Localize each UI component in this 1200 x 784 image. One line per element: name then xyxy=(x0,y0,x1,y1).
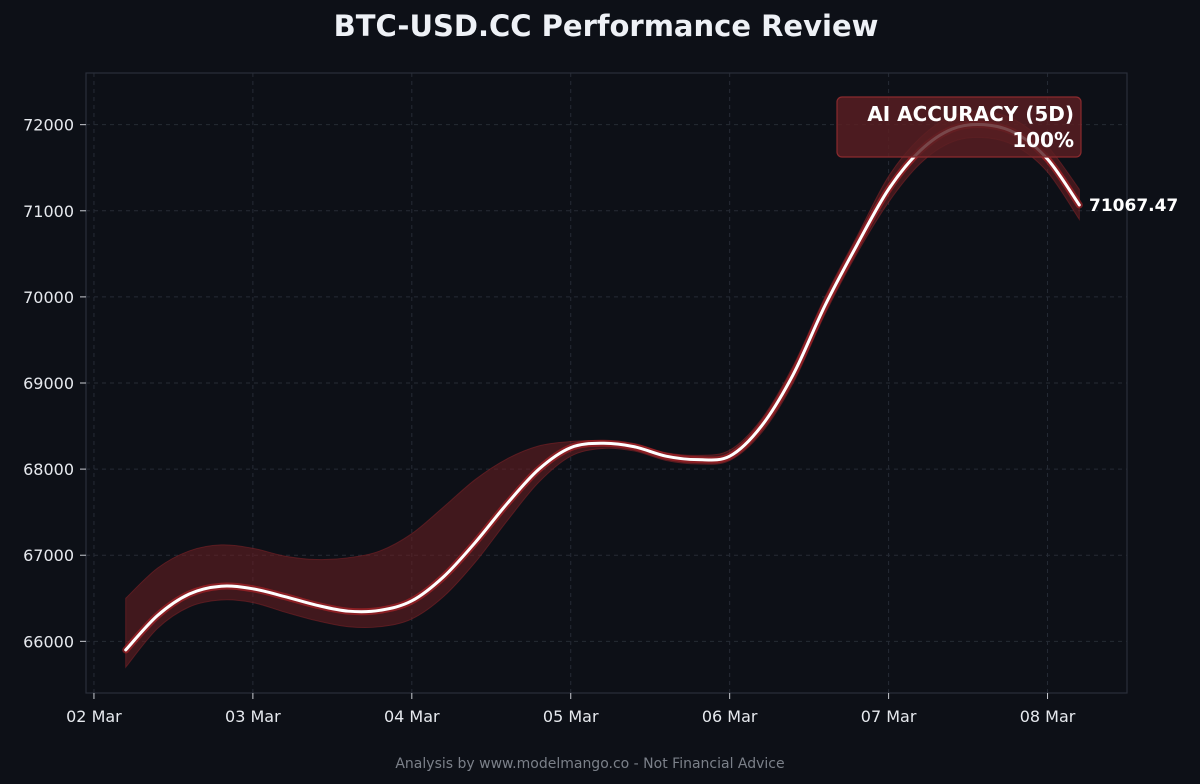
y-tick-label: 70000 xyxy=(23,288,74,307)
last-price-label: 71067.47 xyxy=(1089,196,1178,216)
y-tick-label: 68000 xyxy=(23,460,74,479)
price-point xyxy=(729,455,731,457)
price-point xyxy=(220,585,222,587)
x-tick-label: 05 Mar xyxy=(543,707,599,726)
price-point xyxy=(475,542,477,544)
price-point xyxy=(316,604,318,606)
price-point xyxy=(888,188,890,190)
price-point xyxy=(252,588,254,590)
chart-title: BTC-USD.CC Performance Review xyxy=(334,9,879,43)
series-layer xyxy=(122,111,1083,669)
price-point xyxy=(411,600,413,602)
y-tick-label: 71000 xyxy=(23,202,74,221)
y-tick-label: 69000 xyxy=(23,374,74,393)
accuracy-annotation-value: 100% xyxy=(1012,128,1074,152)
price-point xyxy=(284,596,286,598)
price-point xyxy=(570,447,572,449)
axis-layer: 66000 67000 68000 69000 70000 71000 72000 02 Ma… xyxy=(23,116,1076,726)
price-point xyxy=(761,425,763,427)
price-point xyxy=(379,610,381,612)
price-point xyxy=(602,442,604,444)
price-point xyxy=(1047,158,1049,160)
accuracy-annotation: AI ACCURACY (5D) 100% xyxy=(836,96,1082,158)
price-point xyxy=(347,610,349,612)
footer-disclaimer: Analysis by www.modelmango.co - Not Fina… xyxy=(395,756,784,772)
price-point xyxy=(189,593,191,595)
price-point xyxy=(157,615,159,617)
confidence-band xyxy=(125,111,1080,669)
price-point xyxy=(1079,204,1081,206)
x-tick-label: 07 Mar xyxy=(861,707,917,726)
price-point xyxy=(697,459,699,461)
y-tick-label: 72000 xyxy=(23,116,74,135)
accuracy-annotation-box xyxy=(836,96,1082,158)
x-tick-label: 02 Mar xyxy=(66,707,122,726)
price-point xyxy=(538,468,540,470)
price-point xyxy=(443,576,445,578)
price-point xyxy=(856,244,858,246)
price-point xyxy=(792,374,794,376)
y-tick-label: 66000 xyxy=(23,632,74,651)
price-point xyxy=(125,649,127,651)
x-tick-label: 03 Mar xyxy=(225,707,281,726)
price-point xyxy=(634,446,636,448)
x-tick-label: 04 Mar xyxy=(384,707,440,726)
accuracy-annotation-label: AI ACCURACY (5D) xyxy=(867,102,1074,126)
price-point xyxy=(824,305,826,307)
y-tick-label: 67000 xyxy=(23,546,74,565)
x-tick-label: 08 Mar xyxy=(1020,707,1076,726)
x-tick-label: 06 Mar xyxy=(702,707,758,726)
price-point xyxy=(506,503,508,505)
price-point xyxy=(665,455,667,457)
